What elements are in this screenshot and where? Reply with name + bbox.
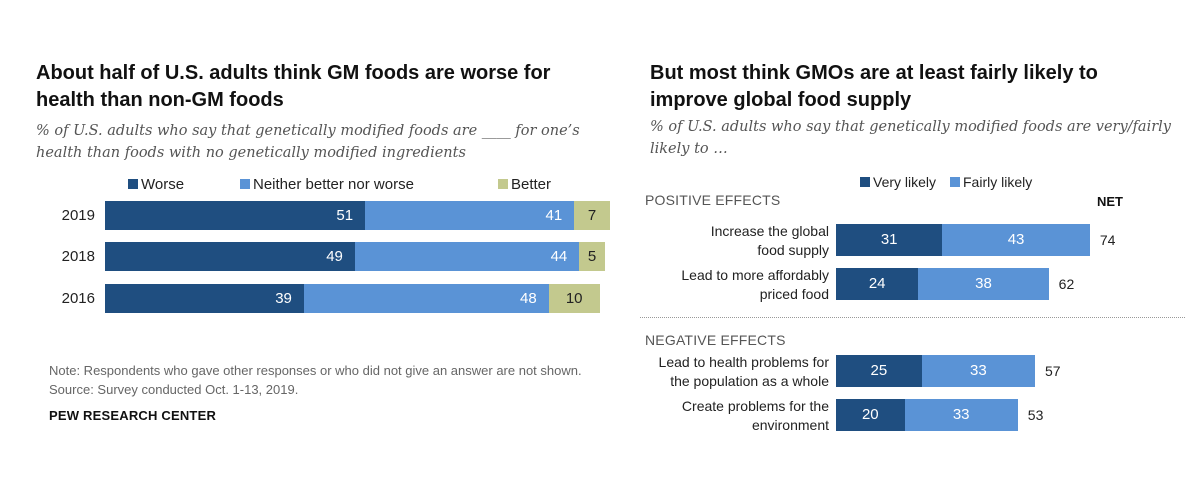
legend-neither-better-nor-worse: Neither better nor worse xyxy=(240,176,414,193)
category-line-1: Lead to health problems for xyxy=(658,354,829,370)
legend-swatch-better xyxy=(498,179,508,189)
positive-effects-header: POSITIVE EFFECTS xyxy=(645,192,781,208)
bar-2016-better: 10 xyxy=(548,284,600,313)
bar-2019-worse: 51 xyxy=(105,201,366,230)
pew-research-center-brand: PEW RESEARCH CENTER xyxy=(49,408,217,423)
note-text: Note: Respondents who gave other respons… xyxy=(49,363,582,378)
bar-row-4-very-likely: 20 xyxy=(836,399,905,431)
bar-row-1-fairly-likely: 43 xyxy=(942,224,1090,256)
bar-row-3-very-likely: 25 xyxy=(836,355,922,387)
left-subtitle-line-2: health than foods with no genetically mo… xyxy=(36,145,466,161)
bar-2018-worse: 49 xyxy=(105,242,355,271)
category-line-2: priced food xyxy=(759,286,829,302)
legend-swatch-worse xyxy=(128,179,138,189)
bar-2016-worse: 39 xyxy=(105,284,304,313)
category-label-3: Lead to health problems for the populatio… xyxy=(629,353,829,391)
negative-effects-header: NEGATIVE EFFECTS xyxy=(645,332,786,348)
left-legend: Worse Neither better nor worse Better xyxy=(128,176,608,196)
bar-row-2-fairly-likely: 38 xyxy=(918,268,1049,300)
legend-label-better: Better xyxy=(511,176,552,193)
year-label-2019: 2019 xyxy=(61,207,95,224)
left-chart-title: About half of U.S. adults think GM foods… xyxy=(36,60,636,114)
right-title-line-1: But most think GMOs are at least fairly … xyxy=(650,62,1098,84)
bar-row-4-fairly-likely: 33 xyxy=(904,399,1018,431)
legend-swatch-neither-better-nor-worse xyxy=(240,179,250,189)
right-chart-title: But most think GMOs are at least fairly … xyxy=(650,60,1190,114)
category-label-4: Create problems for the environment xyxy=(629,397,829,435)
bar-2018-neither-better-nor-worse: 44 xyxy=(354,242,580,271)
legend-very-likely: Very likely xyxy=(860,174,936,190)
right-title-line-2: improve global food supply xyxy=(650,89,912,111)
year-label-2018: 2018 xyxy=(61,248,95,265)
legend-swatch-very-likely xyxy=(860,177,870,187)
left-title-line-2: health than non-GM foods xyxy=(36,89,284,111)
source-text: Source: Survey conducted Oct. 1-13, 2019… xyxy=(49,382,299,397)
right-legend: Very likely Fairly likely xyxy=(860,174,1060,194)
legend-label-neither-better-nor-worse: Neither better nor worse xyxy=(253,176,414,193)
left-title-line-1: About half of U.S. adults think GM foods… xyxy=(36,62,551,84)
category-line-1: Increase the global xyxy=(710,223,829,239)
left-chart-subtitle: % of U.S. adults who say that geneticall… xyxy=(36,120,636,164)
right-chart-subtitle: % of U.S. adults who say that geneticall… xyxy=(650,116,1190,160)
section-divider xyxy=(640,317,1185,318)
legend-label-fairly-likely: Fairly likely xyxy=(963,174,1033,190)
bar-row-3-fairly-likely: 33 xyxy=(921,355,1035,387)
bar-2016-neither-better-nor-worse: 48 xyxy=(303,284,549,313)
legend-label-worse: Worse xyxy=(141,176,185,193)
net-value-3: 57 xyxy=(1044,363,1061,379)
category-label-1: Increase the global food supply xyxy=(629,222,829,260)
bar-2019-better: 7 xyxy=(574,201,610,230)
right-subtitle-line-2: likely to … xyxy=(650,141,728,157)
left-subtitle-line-1: % of U.S. adults who say that geneticall… xyxy=(36,123,580,139)
left-note: Note: Respondents who gave other respons… xyxy=(49,361,639,399)
category-line-2: food supply xyxy=(757,242,829,258)
net-value-2: 62 xyxy=(1058,276,1075,292)
category-line-2: the population as a whole xyxy=(670,373,829,389)
legend-swatch-fairly-likely xyxy=(950,177,960,187)
bar-row-1-very-likely: 31 xyxy=(836,224,943,256)
net-value-4: 53 xyxy=(1027,407,1044,423)
legend-label-very-likely: Very likely xyxy=(873,174,937,190)
bar-2018-better: 5 xyxy=(579,242,605,271)
legend-worse: Worse xyxy=(128,176,184,193)
right-subtitle-line-1: % of U.S. adults who say that geneticall… xyxy=(650,119,1171,135)
category-line-1: Create problems for the xyxy=(681,398,829,414)
legend-fairly-likely: Fairly likely xyxy=(950,174,1032,190)
category-label-2: Lead to more affordably priced food xyxy=(629,266,829,304)
category-line-2: environment xyxy=(751,417,829,433)
net-column-header: NET xyxy=(1097,194,1123,209)
bar-2019-neither-better-nor-worse: 41 xyxy=(365,201,575,230)
category-line-1: Lead to more affordably xyxy=(681,267,829,283)
net-value-1: 74 xyxy=(1099,232,1116,248)
bar-row-2-very-likely: 24 xyxy=(836,268,919,300)
year-label-2016: 2016 xyxy=(61,290,95,307)
legend-better: Better xyxy=(498,176,551,193)
